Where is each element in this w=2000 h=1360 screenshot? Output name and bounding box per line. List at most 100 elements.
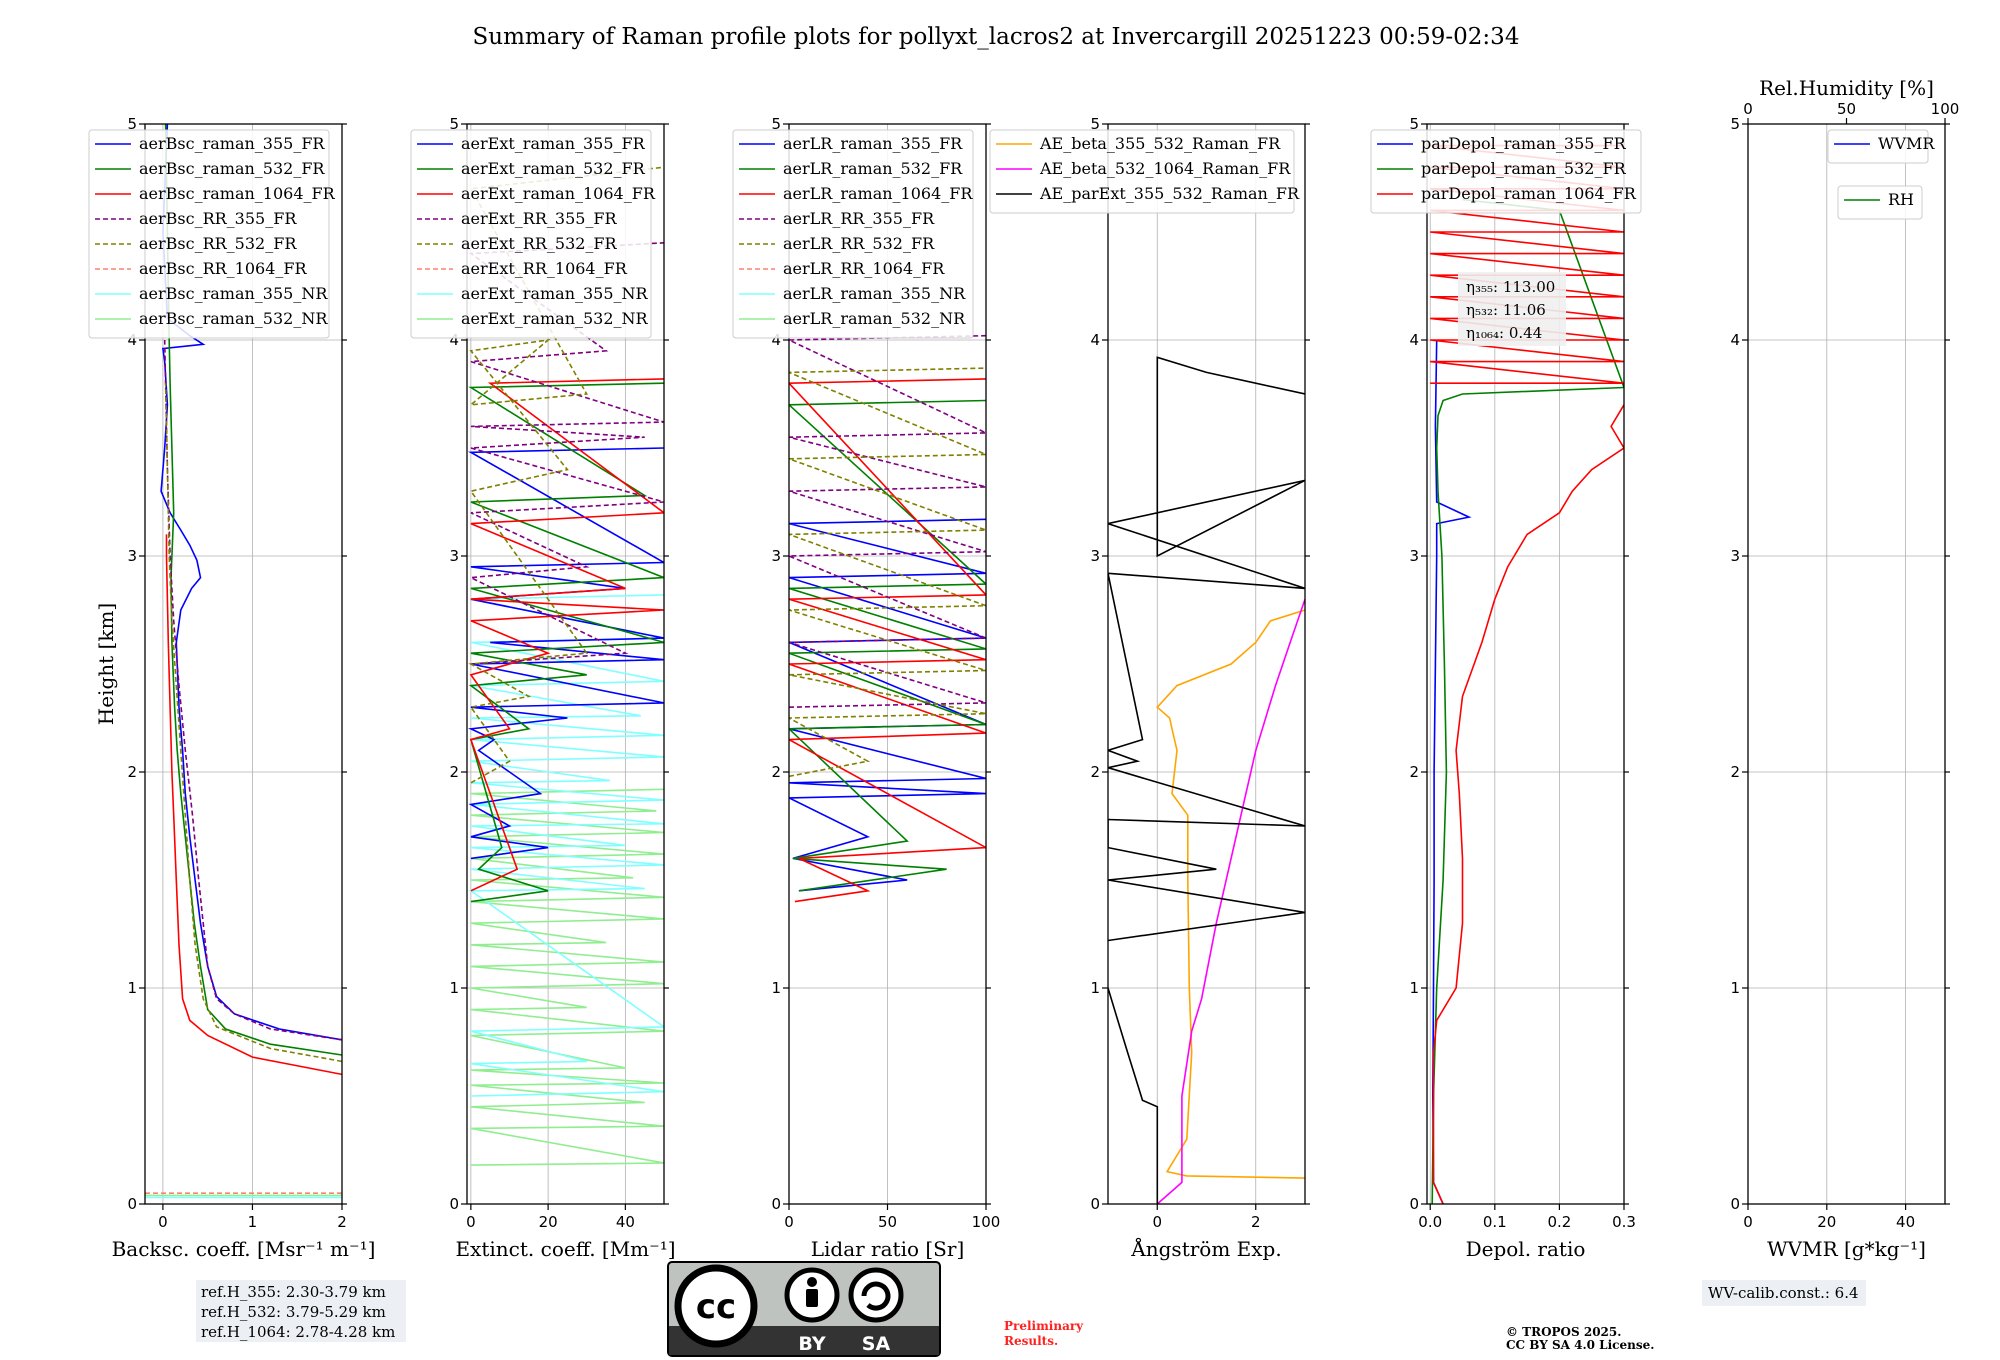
ytick-label-bsc-0: 0 [127, 1195, 137, 1213]
ref-box-bg [196, 1280, 406, 1342]
legend-lr: aerLR_raman_355_FR aerLR_raman_532_FR aerL… [732, 129, 974, 339]
ytick-label-bsc-3: 3 [127, 547, 137, 565]
series-lr-1 [789, 399, 986, 892]
sa-label: SA [862, 1333, 891, 1355]
series-ae-3 [1108, 356, 1305, 942]
legend-frame-wv-2 [1837, 185, 1923, 220]
ytick-label-wv-0: 0 [1730, 1195, 1740, 1213]
series-ext-3 [468, 382, 664, 903]
legend-label-bsc-4: aerBsc_RR_532_FR [139, 234, 297, 253]
ytick-label-ext-1: 1 [449, 979, 459, 997]
legend-label-lr-0: aerLR_raman_355_FR [783, 134, 963, 153]
figure-title: Summary of Raman profile plots for polly… [473, 24, 1520, 50]
xtick-label-ae-1: 2 [1251, 1213, 1261, 1231]
ytick-label-ext-3: 3 [449, 547, 459, 565]
ytick-label-ext-2: 2 [449, 763, 459, 781]
series-ae-0 [1156, 609, 1305, 1179]
series-lr-2 [789, 378, 986, 903]
eta-532: η₅₃₂: 11.06 [1466, 301, 1546, 319]
xtick-label-lr-1: 50 [878, 1213, 897, 1231]
axes-frame-ae [1107, 123, 1306, 1205]
series-bsc-2 [165, 534, 342, 1076]
series-group-bsc [145, 124, 342, 1199]
xlabel-lr: Lidar ratio [Sr] [811, 1237, 965, 1261]
legend-label-ext-0: aerExt_raman_355_FR [461, 134, 646, 153]
ytick-label-wv-4: 4 [1730, 331, 1740, 349]
legend-frame-wv [1827, 129, 1929, 164]
ytick-label-ae-3: 3 [1090, 547, 1100, 565]
person-head-icon [807, 1277, 817, 1287]
top-xtick-label-1: 50 [1837, 100, 1856, 118]
legend-label-lr-3: aerLR_RR_355_FR [783, 209, 935, 228]
series-ext-6 [468, 166, 664, 784]
legend-label-depol-1: parDepol_raman_532_FR [1421, 159, 1627, 178]
series-ext-1 [468, 594, 664, 1097]
ytick-label-bsc-2: 2 [127, 763, 137, 781]
legend-frame-ext [410, 129, 652, 339]
wv-calib-bg [1702, 1280, 1866, 1306]
xlabel-depol: Depol. ratio [1466, 1237, 1586, 1261]
ylabel-bsc: Height [km] [94, 603, 118, 725]
legend-label-bsc-3: aerBsc_RR_355_FR [139, 209, 297, 228]
ytick-label-depol-1: 1 [1409, 979, 1419, 997]
ref-h-1064: ref.H_1064: 2.78-4.28 km [201, 1323, 395, 1341]
legend-label-bsc-0: aerBsc_raman_355_FR [139, 134, 325, 153]
ytick-label-lr-5: 5 [771, 115, 781, 133]
series-depol-2 [1432, 404, 1624, 1204]
series-bsc-1 [164, 124, 342, 1056]
xtick-label-wv-0: 0 [1743, 1213, 1753, 1231]
legend-frame-bsc [88, 129, 330, 339]
top-xlabel-rh: Rel.Humidity [%] [1759, 76, 1934, 100]
series-bsc-4 [164, 383, 342, 1063]
series-ae-2 [1108, 987, 1159, 1204]
ytick-label-ext-4: 4 [449, 331, 459, 349]
preliminary-text-line2: Results. [1004, 1334, 1058, 1348]
ytick-label-ae-0: 0 [1090, 1195, 1100, 1213]
ytick-label-lr-1: 1 [771, 979, 781, 997]
wv-calib-text: WV-calib.const.: 6.4 [1708, 1284, 1859, 1302]
ytick-label-bsc-5: 5 [127, 115, 137, 133]
xlabel-bsc: Backsc. coeff. [Msr⁻¹ m⁻¹] [112, 1237, 376, 1261]
ytick-label-wv-2: 2 [1730, 763, 1740, 781]
ref-h-532: ref.H_532: 3.79-5.29 km [201, 1303, 386, 1321]
preliminary-text-line1: Preliminary [1004, 1319, 1084, 1333]
legend-frame-depol [1370, 129, 1642, 214]
series-group-ae [1108, 356, 1305, 1204]
eta-355: η₃₅₅: 113.00 [1466, 278, 1555, 296]
cc-text: cc [696, 1287, 736, 1327]
xtick-label-wv-2: 40 [1896, 1213, 1915, 1231]
xtick-label-depol-1: 0.1 [1483, 1213, 1507, 1231]
legend-label-lr-5: aerLR_RR_1064_FR [783, 259, 945, 278]
legend-ae: AE_beta_355_532_Raman_FR AE_beta_532_1064… [989, 129, 1300, 214]
xtick-label-ext-0: 0 [466, 1213, 476, 1231]
series-bsc-3 [163, 339, 342, 1041]
axes-frame-ext [466, 123, 665, 1205]
series-depol-1 [1431, 198, 1624, 1204]
sa-arrow-icon [861, 1281, 891, 1311]
xtick-label-depol-0: 0.0 [1418, 1213, 1442, 1231]
eta-box [1458, 272, 1566, 346]
ytick-label-lr-2: 2 [771, 763, 781, 781]
legend-label-bsc-5: aerBsc_RR_1064_FR [139, 259, 308, 278]
xlabel-ae: Ångström Exp. [1130, 1236, 1281, 1261]
series-lr-0 [789, 518, 986, 892]
top-xtick-label-2: 100 [1931, 100, 1960, 118]
ytick-label-ext-5: 5 [449, 115, 459, 133]
series-ae-1 [1156, 598, 1305, 1204]
ytick-label-depol-3: 3 [1409, 547, 1419, 565]
copyright-line1: © TROPOS 2025. [1506, 1325, 1621, 1339]
xtick-label-bsc-2: 2 [337, 1213, 347, 1231]
ref-heights-box: ref.H_355: 2.30-3.79 km ref.H_532: 3.79-… [196, 1280, 406, 1342]
copyright-line2: CC BY SA 4.0 License. [1506, 1338, 1654, 1352]
series-bsc-0 [160, 124, 342, 1041]
person-body-icon [806, 1289, 818, 1307]
panel-lr: 0 50 100 0 1 2 3 4 5 Lidar ratio [Sr] aerLR_raman_… [732, 115, 1000, 1261]
series-ext-5 [467, 242, 664, 665]
series-lr-4 [789, 367, 986, 778]
ytick-label-lr-0: 0 [771, 1195, 781, 1213]
xtick-label-wv-1: 20 [1817, 1213, 1836, 1231]
eta-annotation: η₃₅₅: 113.00 η₅₃₂: 11.06 η₁₀₆₄: 0.44 [1458, 272, 1566, 346]
wv-calib-box: WV-calib.const.: 6.4 [1702, 1280, 1866, 1306]
ytick-label-wv-5: 5 [1730, 115, 1740, 133]
